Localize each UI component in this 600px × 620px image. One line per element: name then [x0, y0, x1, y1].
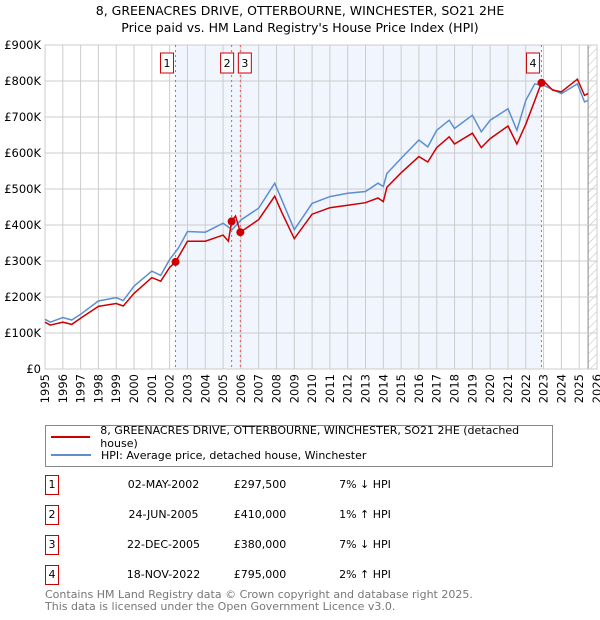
x-tick-label: 2009	[287, 374, 301, 403]
sale-label: 3	[241, 57, 248, 70]
sale-label-box	[237, 52, 252, 74]
x-tick-label: 2002	[163, 374, 177, 403]
sale-label-box	[160, 52, 175, 74]
transaction-number: 2	[45, 505, 59, 525]
x-tick-label: 2015	[394, 374, 408, 403]
y-tick-label: £0	[26, 362, 41, 376]
sale-label: 1	[164, 57, 171, 70]
transaction-date: 24-JUN-2005	[128, 508, 199, 521]
y-tick-label: £300K	[4, 254, 41, 268]
footer-copyright: Contains HM Land Registry data © Crown c…	[45, 588, 473, 601]
transaction-date: 18-NOV-2022	[126, 568, 201, 581]
transaction-price: £410,000	[233, 508, 287, 521]
x-tick-label: 2007	[252, 374, 266, 403]
y-tick-label: £900K	[4, 38, 41, 52]
plot-border	[44, 44, 598, 370]
x-tick-label: 2012	[341, 374, 355, 403]
transaction-date: 02-MAY-2002	[127, 478, 200, 491]
legend-label: HPI: Average price, detached house, Winc…	[101, 448, 367, 462]
hpi-line	[44, 82, 589, 324]
x-tick-label: 1996	[56, 374, 70, 403]
transaction-hpi-diff: 7% ↓ HPI	[339, 478, 391, 491]
x-tick-label: 2003	[180, 374, 194, 403]
legend: 8, GREENACRES DRIVE, OTTERBOURNE, WINCHE…	[45, 424, 553, 467]
x-tick-label: 1999	[109, 374, 123, 403]
x-tick-label: 2021	[501, 374, 515, 403]
y-tick-label: £100K	[4, 326, 41, 340]
transaction-row: 4 18-NOV-2022 £795,000 2% ↑ HPI	[45, 565, 445, 585]
legend-label: 8, GREENACRES DRIVE, OTTERBOURNE, WINCHE…	[100, 424, 520, 450]
transaction-row: 3 22-DEC-2005 £380,000 7% ↓ HPI	[45, 535, 445, 555]
x-tick-label: 2023	[537, 374, 551, 403]
transaction-number: 1	[45, 475, 59, 495]
x-tick-label: 2026	[590, 374, 600, 403]
x-tick-label: 2011	[323, 374, 337, 403]
transaction-hpi-diff: 7% ↓ HPI	[339, 538, 391, 551]
transaction-row: 1 02-MAY-2002 £297,500 7% ↓ HPI	[45, 475, 445, 495]
legend-swatch-blue	[51, 454, 91, 456]
x-tick-label: 2008	[269, 374, 283, 403]
transaction-hpi-diff: 1% ↑ HPI	[339, 508, 391, 521]
x-tick-label: 2019	[465, 374, 479, 403]
transaction-price: £795,000	[233, 568, 287, 581]
x-tick-label: 2016	[412, 374, 426, 403]
footer-licence: This data is licensed under the Open Gov…	[45, 600, 396, 613]
x-tick-label: 1997	[74, 374, 88, 403]
sale-label: 4	[529, 57, 536, 70]
transaction-row: 2 24-JUN-2005 £410,000 1% ↑ HPI	[45, 505, 445, 525]
y-tick-label: £400K	[4, 218, 41, 232]
x-tick-label: 2014	[376, 374, 390, 403]
x-tick-label: 2018	[448, 374, 462, 403]
x-tick-label: 1995	[38, 374, 52, 403]
legend-swatch-red	[51, 436, 91, 438]
x-tick-label: 1998	[91, 374, 105, 403]
x-tick-label: 2017	[430, 374, 444, 403]
sale-label-box	[220, 52, 235, 74]
x-tick-label: 2004	[198, 374, 212, 403]
transaction-number: 4	[45, 565, 59, 585]
x-tick-label: 2001	[145, 374, 159, 403]
x-tick-label: 2000	[127, 374, 141, 403]
legend-item-property: 8, GREENACRES DRIVE, OTTERBOURNE, WINCHE…	[51, 424, 552, 450]
sale-point	[537, 78, 546, 87]
sale-point	[236, 228, 245, 237]
y-tick-label: £600K	[4, 146, 41, 160]
x-tick-label: 2005	[216, 374, 230, 403]
x-tick-label: 2006	[234, 374, 248, 403]
sale-point	[171, 257, 180, 266]
y-tick-label: £200K	[4, 290, 41, 304]
legend-item-hpi: HPI: Average price, detached house, Winc…	[51, 447, 366, 463]
chart-title: 8, GREENACRES DRIVE, OTTERBOURNE, WINCHE…	[95, 3, 505, 18]
price-chart: £0 £100K £200K £300K £400K £500K £600K £700K £80…	[4, 38, 600, 403]
x-tick-label: 2020	[483, 374, 497, 403]
transaction-hpi-diff: 2% ↑ HPI	[339, 568, 391, 581]
sale-point	[227, 217, 236, 226]
x-tick-label: 2024	[554, 374, 568, 403]
x-tick-label: 2013	[359, 374, 373, 403]
price-paid-line	[44, 78, 589, 326]
hatched-future-region	[588, 45, 597, 369]
chart-subtitle: Price paid vs. HM Land Registry's House …	[121, 20, 479, 35]
transaction-price: £380,000	[233, 538, 287, 551]
transaction-price: £297,500	[233, 478, 287, 491]
transaction-date: 22-DEC-2005	[126, 538, 201, 551]
y-tick-label: £500K	[4, 182, 41, 196]
y-tick-label: £800K	[4, 74, 41, 88]
x-tick-label: 2022	[519, 374, 533, 403]
sale-label-box	[525, 52, 540, 74]
x-tick-label: 2010	[305, 374, 319, 403]
sale-label: 2	[224, 57, 231, 70]
y-tick-label: £700K	[4, 110, 41, 124]
transaction-number: 3	[45, 535, 59, 555]
shaded-ownership-period	[175, 45, 542, 369]
x-tick-label: 2025	[572, 374, 586, 403]
